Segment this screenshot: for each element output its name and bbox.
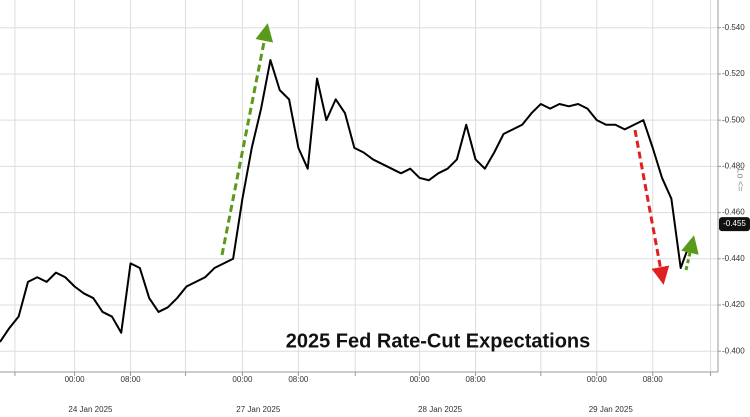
date-label: 24 Jan 2025 bbox=[68, 405, 113, 414]
y-tick-label: -0.400 bbox=[722, 346, 745, 355]
chart-title: 2025 Fed Rate-Cut Expectations bbox=[286, 330, 591, 352]
last-value-label: -0.455 bbox=[723, 219, 746, 228]
date-label: 29 Jan 2025 bbox=[589, 405, 634, 414]
x-tick-label: 00:00 bbox=[65, 375, 86, 384]
date-label: 27 Jan 2025 bbox=[236, 405, 281, 414]
y-tick-label: -0.500 bbox=[722, 115, 745, 124]
x-tick-label: 08:00 bbox=[288, 375, 309, 384]
plot-area bbox=[0, 0, 718, 372]
annotation-arrow bbox=[220, 23, 274, 256]
date-label: 28 Jan 2025 bbox=[418, 405, 463, 414]
y-tick-label: -0.540 bbox=[722, 23, 745, 32]
line-series bbox=[0, 59, 691, 343]
x-tick-label: 00:00 bbox=[232, 375, 253, 384]
y-tick-label: -0.440 bbox=[722, 254, 745, 263]
x-tick-label: 08:00 bbox=[643, 375, 664, 384]
y-tick-label: -0.480 bbox=[722, 161, 745, 170]
side-label: Lo <= bbox=[736, 168, 746, 191]
y-tick-label: -0.520 bbox=[722, 69, 745, 78]
x-tick-label: 00:00 bbox=[410, 375, 431, 384]
y-tick-label: -0.420 bbox=[722, 300, 745, 309]
annotation-arrow bbox=[681, 235, 699, 271]
x-tick-label: 08:00 bbox=[121, 375, 142, 384]
x-tick-label: 00:00 bbox=[587, 375, 608, 384]
annotation-arrow bbox=[633, 129, 670, 285]
x-tick-label: 08:00 bbox=[466, 375, 487, 384]
last-value-box bbox=[719, 217, 750, 232]
y-tick-label: -0.460 bbox=[722, 208, 745, 217]
